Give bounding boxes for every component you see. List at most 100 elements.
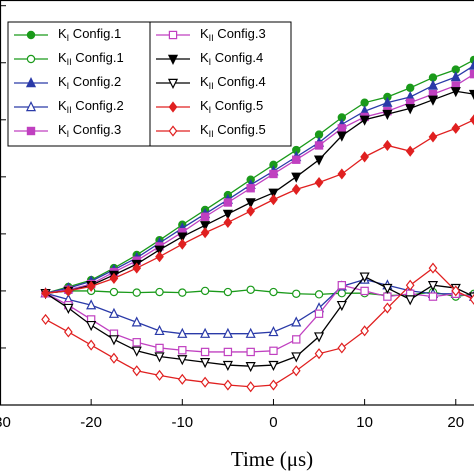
data-point — [292, 289, 301, 298]
data-point — [132, 262, 142, 274]
data-point — [314, 290, 324, 299]
data-point — [245, 198, 256, 209]
data-point — [246, 347, 255, 357]
data-point — [154, 324, 165, 336]
data-point — [177, 327, 188, 338]
legend-marker — [25, 101, 37, 112]
data-point — [246, 381, 256, 393]
data-point — [177, 355, 188, 366]
data-point — [223, 379, 233, 391]
data-point — [222, 327, 233, 338]
data-point — [109, 287, 119, 297]
data-point — [109, 272, 119, 284]
data-point — [200, 212, 210, 221]
data-point — [200, 347, 210, 357]
data-point — [200, 221, 211, 232]
data-point — [155, 369, 164, 381]
data-point — [469, 293, 474, 306]
legend-marker — [168, 30, 178, 40]
legend-marker — [168, 125, 178, 137]
data-point — [155, 251, 164, 263]
data-point — [155, 287, 164, 297]
data-point — [86, 280, 96, 292]
data-point — [427, 79, 439, 90]
data-point — [268, 360, 279, 372]
legend-label: KI Config.3 — [58, 122, 121, 139]
data-point — [86, 299, 97, 310]
data-point — [291, 172, 302, 183]
data-point — [132, 288, 141, 297]
data-point — [245, 327, 256, 338]
data-point — [359, 115, 370, 126]
legend-marker — [26, 54, 36, 64]
data-point — [336, 300, 347, 312]
data-point — [154, 245, 165, 256]
data-point — [223, 287, 233, 297]
data-point — [222, 360, 233, 372]
data-point — [177, 238, 187, 250]
data-point — [132, 365, 142, 377]
data-point — [246, 205, 256, 217]
x-axis-label: Time (μs) — [231, 447, 313, 471]
x-tick-label: -30 — [0, 414, 11, 431]
data-point — [405, 279, 415, 291]
legend-label: KI Config.1 — [58, 26, 121, 43]
data-point — [269, 346, 278, 356]
data-point — [108, 307, 120, 318]
data-point — [383, 292, 392, 301]
data-point — [451, 285, 461, 297]
x-tick-label: -10 — [171, 414, 193, 431]
data-point — [155, 343, 164, 353]
data-point — [86, 339, 96, 351]
data-point — [405, 295, 416, 306]
data-point — [269, 194, 278, 206]
data-point — [64, 285, 73, 297]
data-point — [337, 288, 347, 298]
data-point — [428, 292, 438, 301]
data-point — [428, 131, 438, 143]
data-point — [200, 327, 211, 338]
data-point — [314, 348, 324, 360]
data-point — [469, 114, 474, 126]
legend-label: KII Config.2 — [58, 98, 124, 115]
data-point — [108, 335, 120, 346]
data-point — [177, 232, 188, 243]
data-point — [468, 59, 474, 70]
data-point — [405, 104, 416, 115]
data-point — [269, 169, 278, 179]
x-tick-label: 20 — [447, 414, 464, 431]
data-point — [200, 358, 211, 369]
series-line — [45, 119, 474, 294]
data-point — [468, 89, 474, 101]
data-point — [382, 109, 393, 121]
data-point — [109, 352, 119, 364]
data-point — [223, 347, 233, 357]
data-point — [314, 141, 324, 150]
data-point — [451, 122, 461, 134]
data-point — [337, 168, 347, 180]
data-point — [450, 87, 461, 98]
data-point — [313, 155, 325, 166]
legend-marker — [167, 78, 179, 89]
legend-marker — [167, 54, 179, 65]
legend-label: KI Config.4 — [200, 50, 263, 67]
data-point — [245, 362, 256, 373]
data-point — [427, 95, 439, 106]
data-point — [223, 216, 233, 229]
data-point — [64, 326, 73, 338]
x-tick-label: -20 — [80, 414, 102, 431]
legend-marker — [26, 126, 36, 136]
data-point — [269, 379, 278, 391]
data-point — [63, 303, 74, 314]
data-point — [223, 198, 233, 207]
legend-label: KI Config.5 — [200, 98, 263, 115]
series-line — [45, 65, 474, 294]
data-point — [269, 287, 278, 297]
data-point — [405, 145, 415, 157]
data-point — [292, 335, 301, 344]
data-point — [178, 346, 187, 355]
data-point — [337, 124, 347, 133]
data-point — [337, 281, 347, 290]
data-point — [405, 83, 415, 93]
